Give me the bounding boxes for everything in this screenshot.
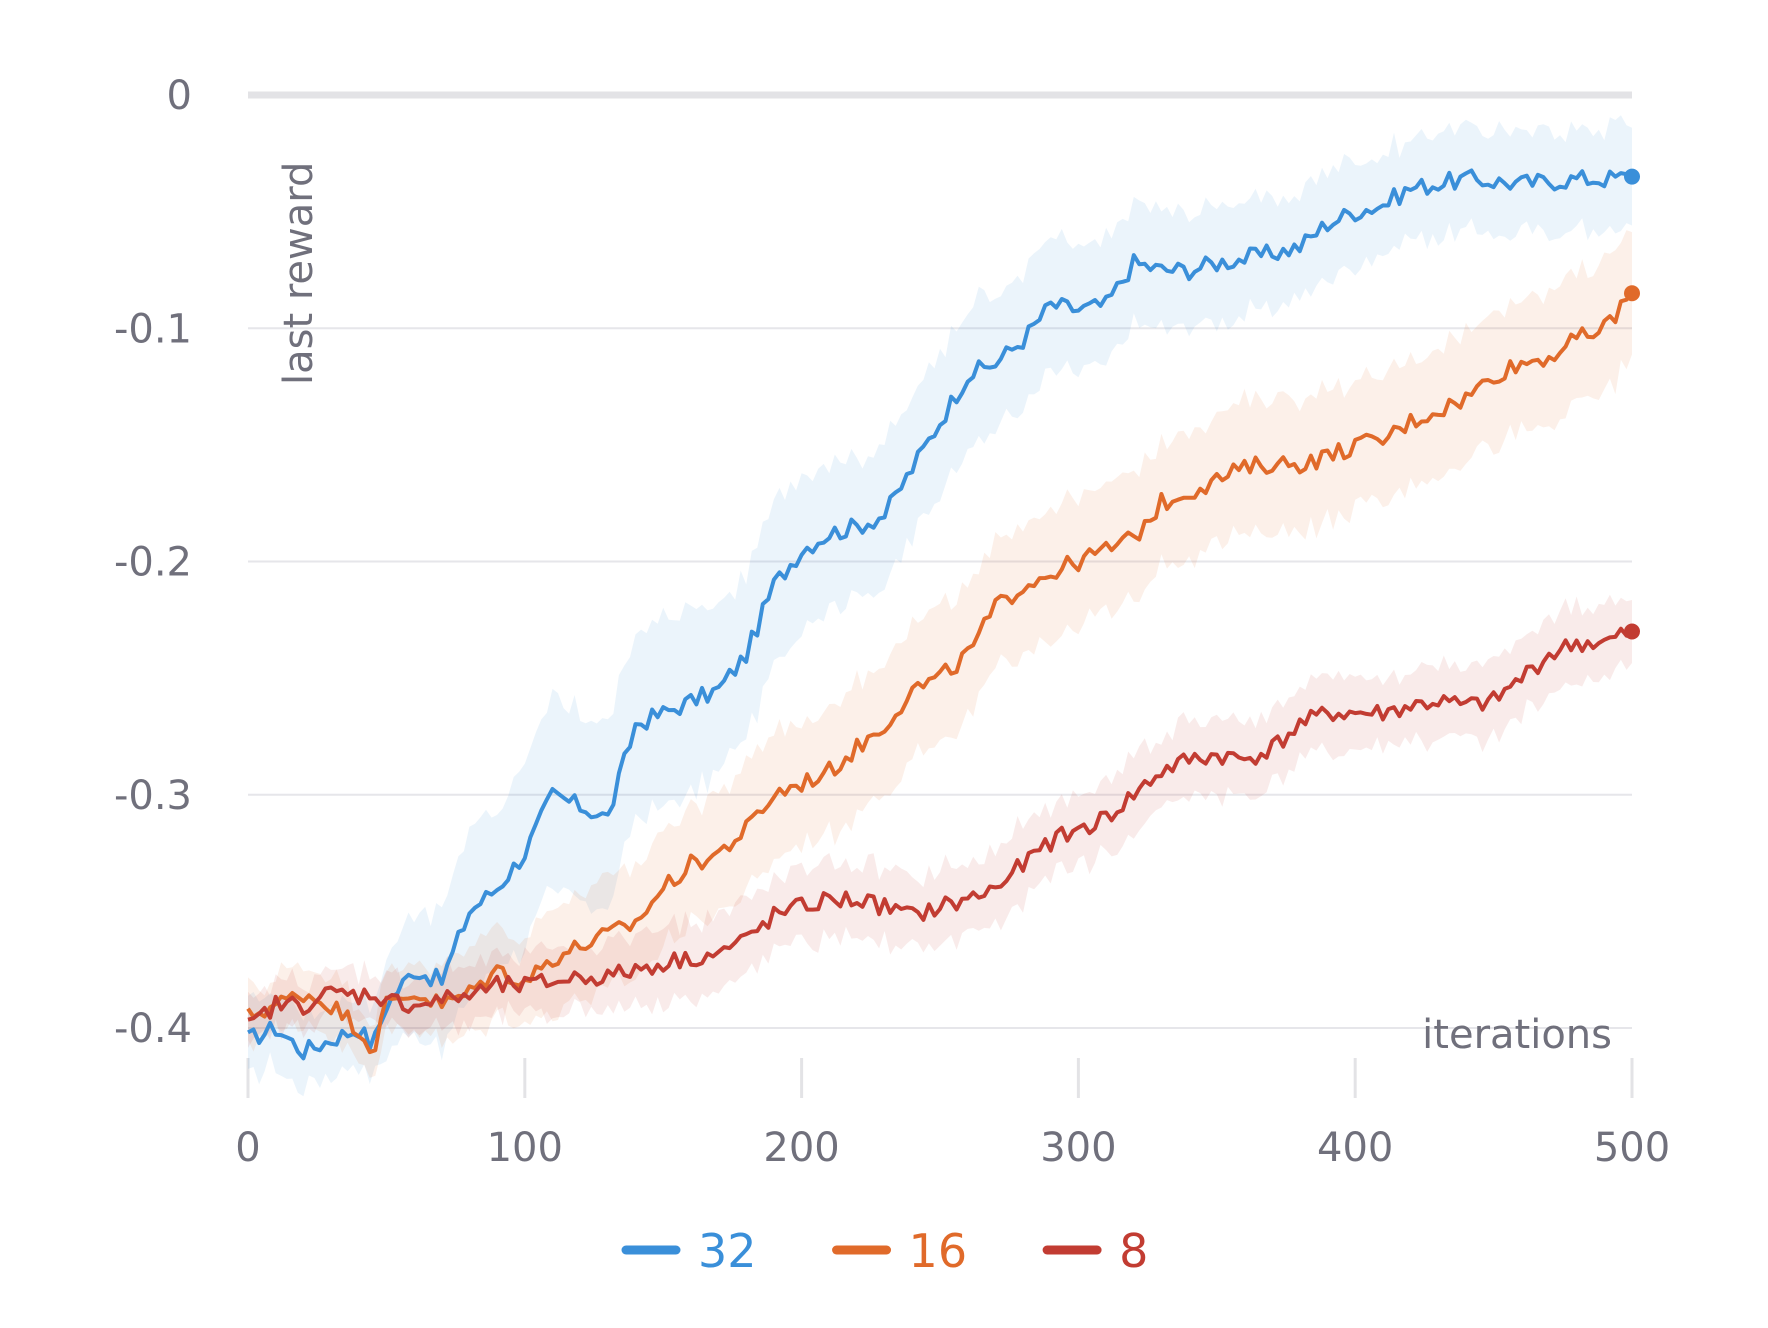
legend-label: 8 [1119, 1224, 1148, 1278]
legend-label: 16 [909, 1224, 968, 1278]
series-8-line [247, 626, 1634, 1022]
series-16-line [246, 291, 1634, 1055]
series-16-band [248, 230, 1632, 1078]
y-axis-title: last reward [276, 162, 322, 385]
y-tick-label: -0.2 [114, 540, 192, 586]
y-tick-label: 0 [167, 73, 192, 119]
x-tick-label: 400 [1317, 1125, 1393, 1171]
y-tick-label: -0.3 [114, 773, 192, 819]
series-32-band [248, 115, 1632, 1097]
y-tick-label: -0.4 [114, 1006, 192, 1052]
legend-item-16[interactable]: 16 [832, 1224, 968, 1278]
legend-item-32[interactable]: 32 [621, 1224, 757, 1278]
tick-labels: 0 -0.1 -0.2 -0.3 -0.4 0 100 200 300 400 500 [114, 73, 1670, 1171]
y-tick-label: -0.1 [114, 306, 192, 352]
x-tick-label: 500 [1594, 1125, 1670, 1171]
x-tick-label: 300 [1040, 1125, 1116, 1171]
series-16-end-point [1624, 285, 1640, 302]
x-tick-label: 0 [235, 1125, 260, 1171]
x-tick-label: 100 [487, 1125, 563, 1171]
series-32-line [247, 168, 1633, 1061]
x-tick-label: 200 [763, 1125, 839, 1171]
series-lines [246, 168, 1640, 1061]
legend-label: 32 [698, 1224, 757, 1278]
series-8-band [248, 594, 1632, 1048]
grid-lines [246, 91, 1634, 1098]
confidence-bands [248, 115, 1632, 1097]
legend-item-8[interactable]: 8 [1042, 1224, 1148, 1278]
series-8-end-point [1624, 623, 1640, 640]
x-axis-title: iterations [1422, 1012, 1612, 1058]
legend: 32 16 8 [621, 1224, 1148, 1278]
series-32-end-point [1624, 168, 1640, 185]
